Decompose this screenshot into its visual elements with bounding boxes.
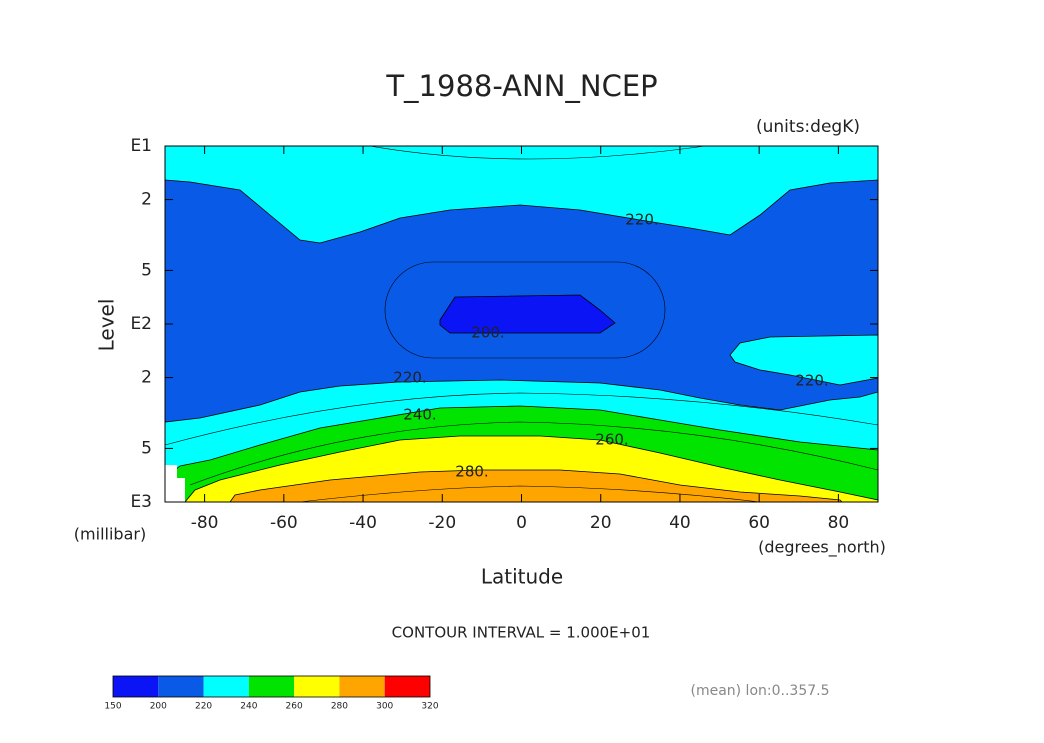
colorbar-label: 220	[195, 702, 212, 712]
contour-line	[384, 261, 666, 359]
x-tick-label: 80	[828, 513, 850, 533]
units-label: (units:degK)	[756, 117, 860, 137]
colorbar-bin	[248, 676, 295, 697]
contour-line	[164, 392, 879, 446]
colorbar-bin	[384, 676, 430, 697]
contour-label: 220.	[625, 211, 658, 229]
x-tick-label: -40	[349, 513, 377, 533]
x-tick-label: -20	[428, 513, 456, 533]
x-tick-label: 60	[748, 513, 770, 533]
colorbar-frame	[112, 675, 431, 698]
colorbar-label: 240	[240, 702, 257, 712]
chart-title: T_1988-ANN_NCEP	[385, 69, 657, 103]
y-tick-label: 5	[141, 438, 152, 458]
contour-band	[729, 334, 879, 386]
missing-cell	[165, 490, 185, 502]
x-tick-label: 40	[669, 513, 691, 533]
y-units: (millibar)	[74, 525, 146, 544]
contour-label: 260.	[595, 431, 628, 449]
colorbar-label: 320	[421, 702, 438, 712]
x-units: (degrees_north)	[758, 538, 886, 558]
x-axis-title: Latitude	[481, 565, 563, 589]
y-tick-label: E1	[130, 136, 152, 156]
colorbar-label: 260	[286, 702, 303, 712]
footnote: (mean) lon:0..357.5	[690, 683, 829, 699]
x-tick-label: -60	[270, 513, 298, 533]
colorbar-bin	[113, 676, 159, 697]
x-tick-label: -80	[191, 513, 219, 533]
colorbar-bin	[158, 676, 204, 697]
x-tick-label: 0	[516, 513, 527, 533]
contour-line	[299, 485, 761, 503]
interval-note: CONTOUR INTERVAL = 1.000E+01	[392, 624, 651, 642]
colorbar-label: 200	[150, 702, 167, 712]
contour-label: 220.	[795, 372, 828, 390]
contour-line	[189, 421, 879, 486]
colorbar-label: 280	[331, 702, 348, 712]
colorbar-bin	[339, 676, 385, 697]
missing-cell	[177, 478, 185, 490]
y-tick-label: 5	[141, 260, 152, 280]
contour-label: 240.	[403, 406, 436, 424]
contour-label: 200.	[471, 324, 504, 342]
y-tick-label: E2	[130, 314, 152, 334]
colorbar-bin	[203, 676, 249, 697]
y-tick-label: E3	[130, 492, 152, 512]
colorbar-bin	[294, 676, 340, 697]
contour-band	[229, 469, 843, 503]
contour-label: 280.	[455, 463, 488, 481]
y-axis-title: Level	[95, 299, 119, 352]
y-tick-label: 2	[141, 368, 152, 388]
colorbar-label: 150	[104, 702, 121, 712]
colorbar-label: 300	[376, 702, 393, 712]
contour-label: 220.	[393, 369, 426, 387]
contour-band	[439, 294, 616, 334]
x-tick-label: 20	[590, 513, 612, 533]
y-tick-label: 2	[141, 190, 152, 210]
contour-line	[369, 145, 706, 160]
